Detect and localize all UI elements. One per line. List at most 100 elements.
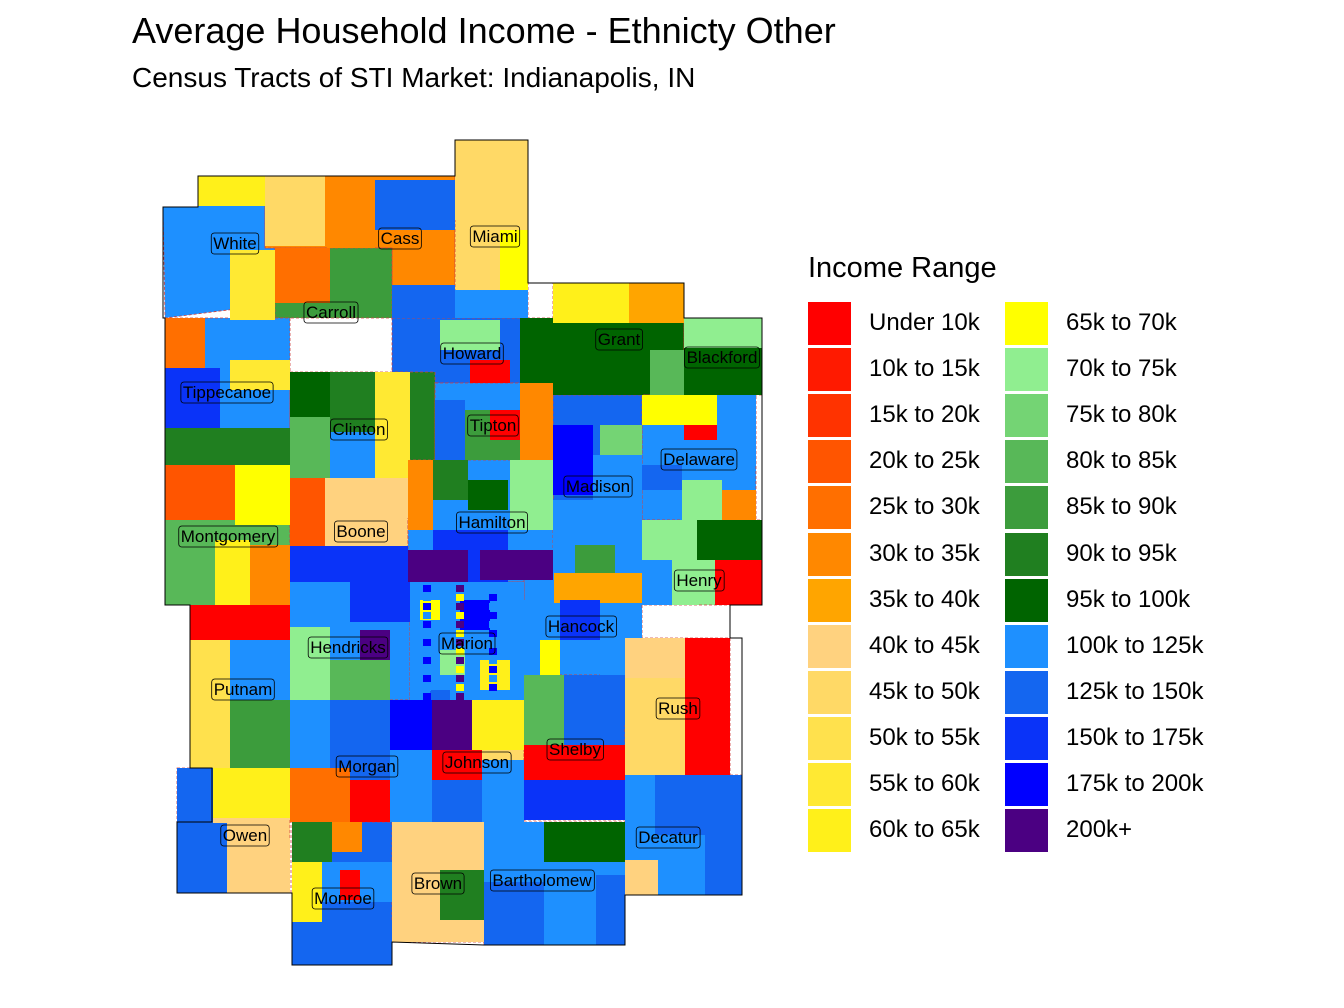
legend-label: 15k to 20k (869, 401, 980, 429)
county-label: Putnam (214, 680, 273, 699)
census-tract (685, 638, 730, 775)
census-tract (629, 283, 684, 323)
county-label-box (546, 738, 604, 761)
census-tract (198, 176, 265, 206)
census-tract (213, 768, 290, 818)
census-tract (489, 621, 497, 628)
county-label: Blackford (687, 348, 758, 367)
census-tract (544, 822, 625, 862)
legend-label: 60k to 65k (869, 816, 980, 844)
county-label: Owen (223, 826, 267, 845)
census-tract (456, 603, 464, 610)
census-tract (650, 350, 684, 395)
legend-swatch (1005, 486, 1048, 530)
county-labels: White Cass Miami Carroll Howard Grant Blackfor… (178, 225, 760, 910)
census-tract (290, 478, 325, 546)
county-label: Monroe (314, 889, 372, 908)
legend-label: 175k to 200k (1066, 770, 1204, 797)
census-tract (524, 745, 625, 780)
census-tract (177, 823, 227, 893)
census-tract (489, 666, 497, 673)
legend-label: 10k to 15k (869, 355, 980, 383)
census-tract (642, 395, 717, 425)
county-label-box (311, 887, 375, 910)
legend-swatch (1005, 394, 1048, 438)
census-tract (325, 478, 408, 518)
legend-label: 95k to 100k (1066, 585, 1191, 613)
legend-swatch (808, 440, 851, 484)
census-tract (423, 585, 431, 592)
census-tract (292, 922, 392, 965)
legend-swatch (1005, 809, 1048, 853)
census-tract (655, 835, 705, 895)
census-tract (455, 140, 528, 220)
legend-item: 45k to 50k (808, 669, 1008, 715)
census-tract (524, 780, 625, 820)
legend-swatch (808, 302, 851, 345)
legend-item: 60k to 65k (808, 807, 1008, 853)
census-tract (360, 630, 390, 660)
legend-label: 200k+ (1066, 816, 1133, 844)
legend-item: Under 10k (808, 300, 1008, 346)
legend-swatch (808, 348, 851, 392)
census-tract (540, 640, 560, 675)
census-tract (340, 870, 360, 900)
county-label: Grant (598, 330, 641, 349)
census-tract (350, 780, 390, 822)
census-tract (423, 639, 431, 646)
census-tract (408, 550, 468, 582)
legend-swatch (808, 809, 851, 853)
census-tract (482, 760, 524, 822)
census-tract (470, 360, 510, 383)
county-label-box (178, 525, 279, 548)
census-tract (290, 582, 350, 627)
legend-item: 95k to 100k (1005, 577, 1205, 623)
census-tract (684, 425, 717, 440)
census-tract (275, 248, 330, 303)
census-tract (165, 207, 200, 267)
census-tract (290, 546, 408, 582)
county-label: Clinton (333, 420, 386, 439)
county-label-box (469, 225, 521, 248)
county-label-box (335, 755, 399, 778)
census-tract (553, 323, 643, 395)
census-tract (423, 657, 431, 664)
legend-label: 100k to 125k (1066, 631, 1204, 659)
census-tract (456, 666, 464, 673)
map-subtitle: Census Tracts of STI Market: Indianapoli… (132, 62, 696, 93)
census-tract (432, 750, 482, 780)
census-tract (489, 693, 497, 700)
census-tract (575, 545, 615, 573)
legend-label: 25k to 30k (869, 493, 980, 521)
county-label: White (213, 234, 256, 253)
census-tract (423, 684, 431, 691)
census-tract (642, 560, 672, 605)
census-tract (290, 372, 330, 417)
county-label-box (220, 824, 270, 847)
census-tract (165, 368, 220, 428)
map-title: Average Household Income - Ethnicty Othe… (132, 10, 836, 51)
legend-label: 55k to 60k (869, 770, 980, 797)
legend-label: 125k to 150k (1066, 677, 1204, 705)
census-tract (227, 840, 290, 893)
census-tract (489, 675, 497, 682)
census-tract (600, 425, 642, 455)
census-tract (432, 780, 482, 822)
census-tract (423, 594, 431, 601)
legend-swatch (808, 578, 851, 622)
legend-item: 65k to 70k (1005, 300, 1205, 346)
county-label: Hendricks (310, 638, 386, 657)
legend-swatch (1005, 348, 1048, 392)
legend-label: 90k to 95k (1066, 539, 1177, 567)
legend-item: 30k to 35k (808, 531, 1008, 577)
legend-label: 75k to 80k (1066, 401, 1177, 429)
legend-label: 150k to 175k (1066, 723, 1204, 751)
legend-swatch (808, 670, 851, 714)
legend-item: 70k to 75k (1005, 346, 1205, 392)
census-tract (423, 693, 431, 700)
census-tract (489, 639, 497, 646)
census-tract (456, 621, 464, 628)
census-tract (553, 425, 593, 495)
county-label: Decatur (638, 828, 698, 847)
census-tract (433, 460, 468, 500)
